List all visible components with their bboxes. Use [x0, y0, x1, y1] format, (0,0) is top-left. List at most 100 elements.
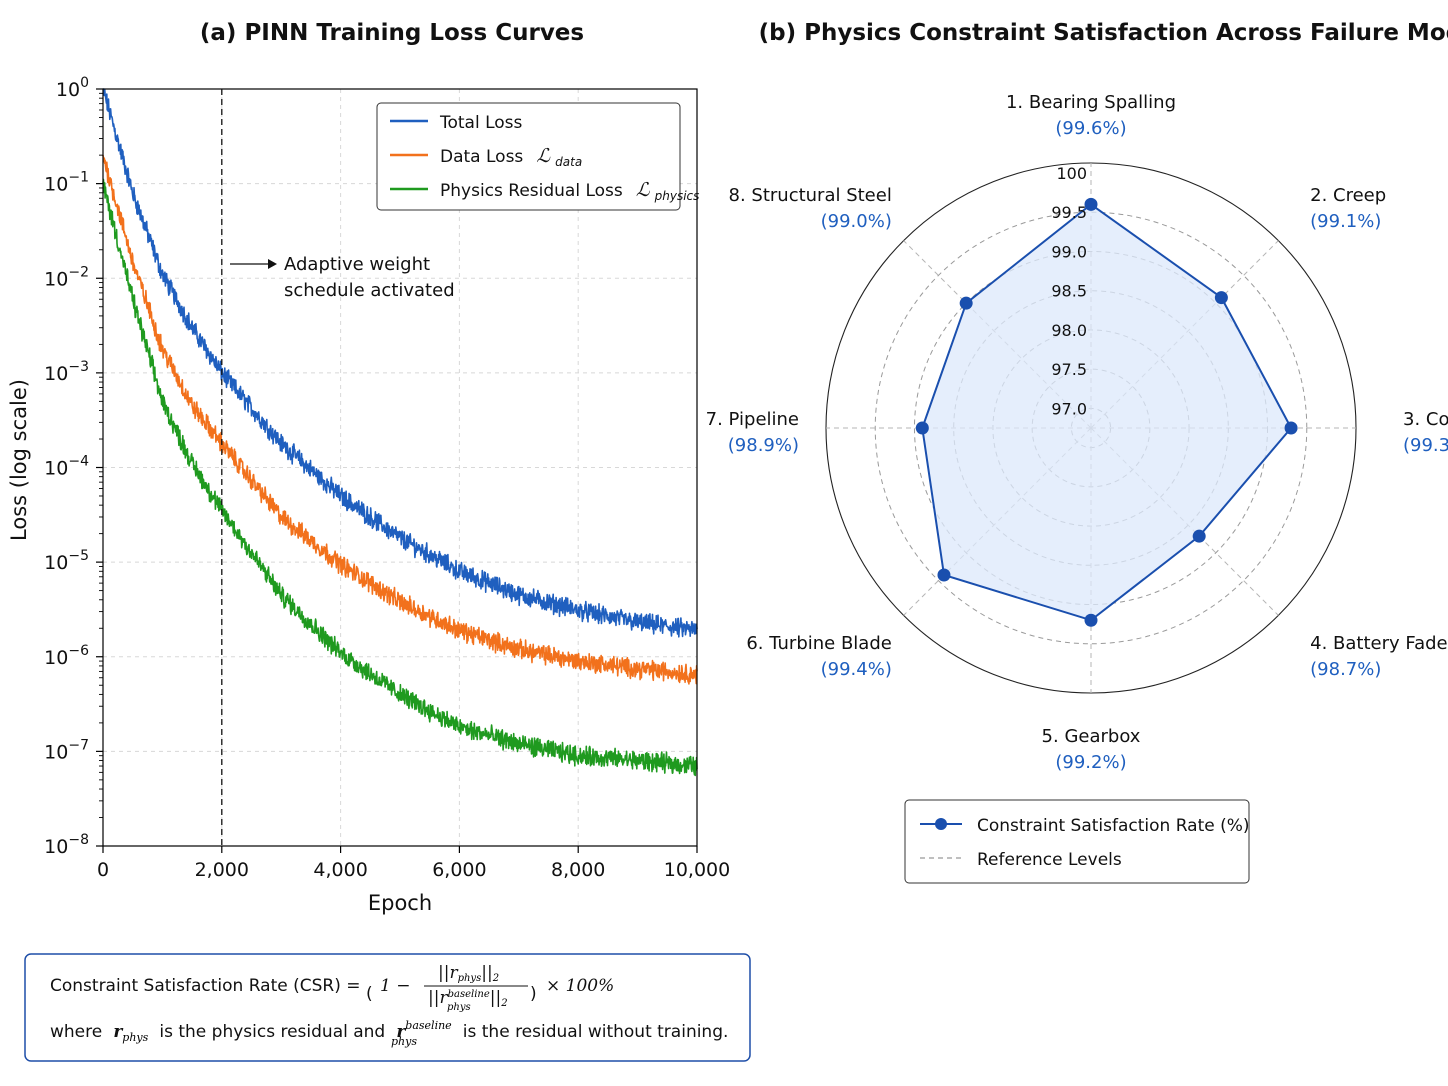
- loss-curve-physics: [102, 178, 698, 777]
- radar-category-value: (99.6%): [1055, 118, 1126, 139]
- radar-chart: (b) Physics Constraint Satisfaction Acro…: [706, 20, 1448, 884]
- csr-formula-box: Constraint Satisfaction Rate (CSR) = ( 1…: [24, 953, 751, 1062]
- loss-legend-box: [376, 102, 681, 211]
- radar-category: 7. Pipeline (98.9%): [706, 409, 799, 456]
- loss-y-tick-label: 10−6: [44, 643, 89, 669]
- radar-ring-label: 100: [1056, 164, 1087, 183]
- formula-one-minus: 1 −: [380, 976, 410, 996]
- annotation-text-line2: schedule activated: [284, 280, 455, 301]
- radar-legend-box: [904, 799, 1250, 884]
- annotation-arrow-head-icon: [268, 259, 277, 269]
- loss-x-tick-label: 10,000: [664, 859, 730, 881]
- radar-legend-swatch-marker: [935, 818, 947, 830]
- radar-category: 4. Battery Fade (98.7%): [1310, 633, 1447, 680]
- loss-y-ticks: 100 10−1 10−2 10−3 10−4 10−5 10−6 10−7 10−8: [44, 75, 103, 858]
- radar-ring-label: 98.0: [1051, 321, 1087, 340]
- radar-point: [1084, 613, 1098, 627]
- radar-point: [1084, 197, 1098, 211]
- loss-curve-data: [102, 154, 698, 685]
- radar-ring-label: 99.5: [1051, 203, 1087, 222]
- formula-denominator: ||rbaseline||2: [428, 988, 508, 1009]
- loss-x-tick-label: 4,000: [313, 859, 367, 881]
- radar-category-label: 5. Gearbox: [1042, 726, 1141, 747]
- formula-denominator-subscript: phys: [447, 1002, 471, 1013]
- radar-category-label: 1. Bearing Spalling: [1006, 92, 1176, 113]
- radar-category-label: 6. Turbine Blade: [746, 633, 891, 654]
- radar-ring-label: 97.0: [1051, 399, 1087, 418]
- loss-y-tick-label: 10−1: [44, 170, 89, 196]
- radar-category-label: 2. Creep: [1310, 185, 1386, 206]
- legend-subscript-physics: physics: [654, 189, 700, 203]
- loss-chart: (a) PINN Training Loss Curves 0 2,000 4,00…: [7, 20, 730, 915]
- legend-label-data: Data Loss ℒ data: [440, 145, 582, 169]
- radar-spoke: [903, 427, 1092, 616]
- legend-label-total: Total Loss: [439, 113, 523, 133]
- radar-category: 8. Structural Steel (99.0%): [729, 185, 892, 232]
- radar-spoke: [1090, 240, 1279, 429]
- radar-category-label: 7. Pipeline: [706, 409, 799, 430]
- formula-numerator: ||rphys||2: [438, 963, 499, 984]
- radar-category-value: (99.4%): [821, 659, 892, 680]
- loss-x-tick-label: 6,000: [432, 859, 486, 881]
- loss-chart-title: (a) PINN Training Loss Curves: [200, 20, 584, 46]
- formula-paren-right: ): [530, 984, 537, 1004]
- radar-legend-label-reference: Reference Levels: [977, 850, 1122, 870]
- radar-series-polygon: [921, 203, 1293, 622]
- loss-y-axis-label: Loss (log scale): [7, 379, 31, 541]
- loss-legend: Total Loss Data Loss ℒ data Physics Resi…: [376, 102, 699, 211]
- radar-category-label: 8. Structural Steel: [729, 185, 892, 206]
- radar-chart-title: (b) Physics Constraint Satisfaction Acro…: [759, 20, 1448, 46]
- formula-explanation: where rphys is the physics residual and …: [50, 1014, 728, 1045]
- radar-reference-ring: [874, 211, 1308, 645]
- loss-y-tick-label: 10−2: [44, 264, 89, 290]
- radar-category: 6. Turbine Blade (99.4%): [746, 633, 891, 680]
- loss-curve-total: [102, 88, 698, 638]
- legend-subscript-data: data: [555, 155, 582, 169]
- formula-border: [24, 953, 751, 1062]
- loss-x-tick-label: 8,000: [551, 859, 605, 881]
- formula-lhs: Constraint Satisfaction Rate (CSR) =: [50, 976, 360, 996]
- radar-category-value: (98.7%): [1310, 659, 1381, 680]
- radar-category-label: 3. Corrosion: [1403, 409, 1448, 430]
- radar-point: [959, 296, 973, 310]
- radar-ring-label: 99.0: [1051, 242, 1087, 261]
- radar-category: 5. Gearbox (99.2%): [1042, 726, 1141, 773]
- loss-x-tick-label: 0: [97, 859, 109, 881]
- formula-explanation-subscript: phys: [391, 1035, 417, 1048]
- radar-point: [937, 568, 951, 582]
- loss-y-tick-label: 100: [56, 75, 89, 101]
- radar-legend: Constraint Satisfaction Rate (%) Referen…: [904, 799, 1250, 884]
- loss-y-tick-label: 10−3: [44, 359, 89, 385]
- loss-y-tick-label: 10−4: [44, 454, 89, 480]
- legend-entry-total: Total Loss: [390, 113, 523, 133]
- legend-symbol-data: ℒ: [536, 145, 551, 167]
- radar-legend-label-rate: Constraint Satisfaction Rate (%): [977, 816, 1250, 836]
- radar-category-value: (99.3%): [1403, 435, 1448, 456]
- radar-point: [1284, 421, 1298, 435]
- radar-ring-label: 98.5: [1051, 282, 1087, 301]
- radar-spoke: [1090, 427, 1279, 616]
- radar-point: [1214, 291, 1228, 305]
- loss-y-tick-label: 10−7: [44, 737, 89, 763]
- legend-label-physics: Physics Residual Loss ℒ physics: [440, 179, 699, 203]
- legend-entry-physics: Physics Residual Loss ℒ physics: [390, 179, 699, 203]
- loss-x-ticks: 0 2,000 4,000 6,000 8,000 10,000: [97, 846, 730, 881]
- radar-point: [915, 421, 929, 435]
- annotation-text-line1: Adaptive weight: [284, 254, 430, 275]
- loss-x-tick-label: 2,000: [195, 859, 249, 881]
- adaptive-weight-annotation: Adaptive weight schedule activated: [221, 89, 455, 846]
- radar-category-value: (99.0%): [821, 211, 892, 232]
- loss-y-tick-label: 10−8: [44, 832, 89, 858]
- radar-ring-labels: 97.0 97.5 98.0 98.5 99.0 99.5 100: [1051, 164, 1087, 418]
- radar-category: 3. Corrosion (99.3%): [1403, 409, 1448, 456]
- radar-category-label: 4. Battery Fade: [1310, 633, 1447, 654]
- formula-times: × 100%: [546, 976, 614, 996]
- radar-ring-label: 97.5: [1051, 360, 1087, 379]
- legend-entry-data: Data Loss ℒ data: [390, 145, 582, 169]
- radar-spoke: [903, 240, 1092, 429]
- radar-category: 1. Bearing Spalling (99.6%): [1006, 92, 1176, 139]
- radar-point: [1192, 529, 1206, 543]
- legend-symbol-physics: ℒ: [636, 179, 651, 201]
- loss-y-tick-label: 10−5: [44, 548, 89, 574]
- loss-x-axis-label: Epoch: [368, 891, 432, 915]
